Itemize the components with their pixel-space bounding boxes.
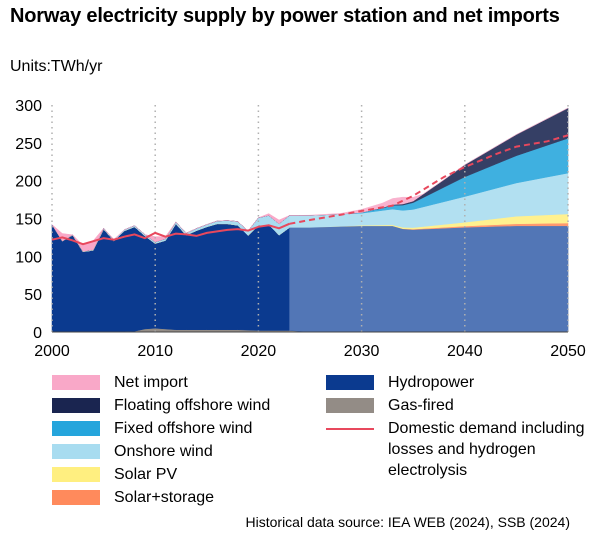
legend-item-demand: Domestic demand including losses and hyd… [326, 418, 588, 481]
legend-label: Gas-fired [388, 395, 588, 416]
legend-item-onshore-wind: Onshore wind [52, 441, 314, 462]
legend-swatch [52, 490, 100, 505]
legend-swatch [326, 398, 374, 413]
legend-label: Solar+storage [114, 487, 314, 508]
legend-label: Hydropower [388, 372, 588, 393]
x-tick-label: 2040 [447, 343, 483, 360]
y-tick-label: 150 [15, 212, 42, 229]
x-tick-label: 2000 [34, 343, 70, 360]
legend-label: Net import [114, 372, 314, 393]
y-tick-label: 100 [15, 249, 42, 266]
source-note: Historical data source: IEA WEB (2024), … [246, 514, 570, 530]
legend-label: Floating offshore wind [114, 395, 314, 416]
forecast-overlay [289, 105, 568, 332]
legend-item-net-import: Net import [52, 372, 314, 393]
x-tick-label: 2020 [241, 343, 277, 360]
legend-item-hydropower: Hydropower [326, 372, 588, 393]
legend-swatch [326, 428, 374, 430]
legend-swatch [52, 398, 100, 413]
y-tick-label: 50 [24, 287, 42, 304]
x-tick-label: 2010 [137, 343, 173, 360]
y-tick-label: 0 [33, 325, 42, 342]
legend-item-fixed-offshore-wind: Fixed offshore wind [52, 418, 314, 439]
y-tick-label: 250 [15, 136, 42, 153]
y-tick-label: 200 [15, 174, 42, 191]
y-tick-label: 300 [15, 98, 42, 115]
legend-label: Domestic demand including losses and hyd… [388, 418, 588, 481]
legend-swatch [52, 444, 100, 459]
legend-swatch [52, 421, 100, 436]
stacked-area-chart: 0 50 100 150 200 250 300 2000 2010 2020 2030 2040 20… [0, 0, 614, 370]
legend-swatch [52, 467, 100, 482]
x-tick-label: 2050 [550, 343, 586, 360]
legend-swatch [326, 375, 374, 390]
legend-label: Solar PV [114, 464, 314, 485]
legend-item-floating-offshore-wind: Floating offshore wind [52, 395, 314, 416]
legend-label: Onshore wind [114, 441, 314, 462]
legend-item-solar-pv: Solar PV [52, 464, 314, 485]
legend-label: Fixed offshore wind [114, 418, 314, 439]
legend-item-solar-storage: Solar+storage [52, 487, 314, 508]
legend-item-gas-fired: Gas-fired [326, 395, 588, 416]
x-tick-label: 2030 [344, 343, 380, 360]
legend-swatch [52, 375, 100, 390]
